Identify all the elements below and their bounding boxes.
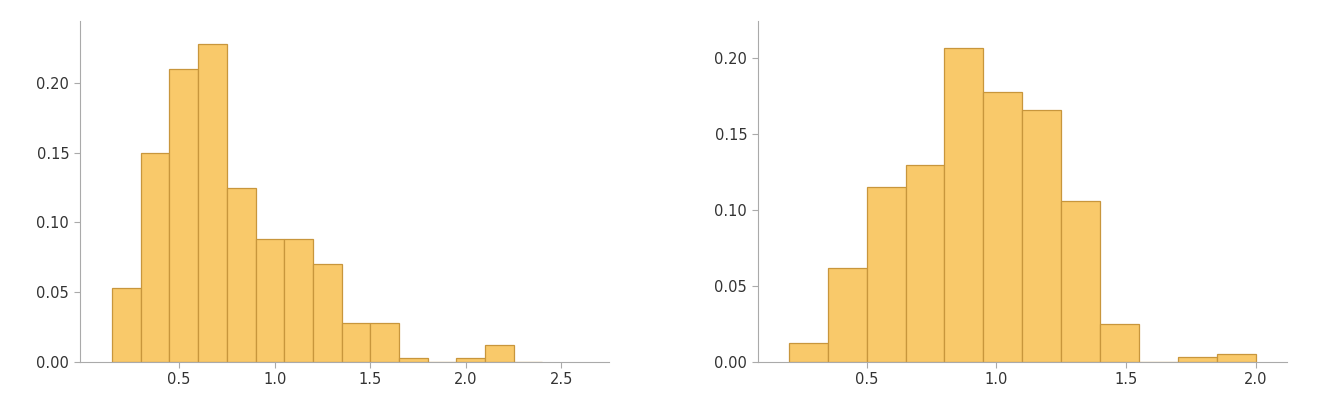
Bar [456, 358, 484, 362]
Bar [788, 344, 828, 362]
Bar [227, 188, 256, 362]
Bar [1100, 324, 1139, 362]
Bar [983, 92, 1022, 362]
Bar [341, 323, 370, 362]
Bar [945, 48, 983, 362]
Bar [111, 288, 141, 362]
Bar [370, 323, 399, 362]
Bar [399, 358, 427, 362]
Bar [141, 153, 170, 362]
Bar [1178, 357, 1217, 362]
Bar [1022, 110, 1062, 362]
Bar [170, 69, 198, 362]
Bar [256, 239, 284, 362]
Bar [484, 345, 514, 362]
Bar [1062, 201, 1100, 362]
Bar [828, 268, 867, 362]
Bar [867, 187, 905, 362]
Bar [284, 239, 313, 362]
Bar [905, 164, 945, 362]
Bar [1217, 354, 1257, 362]
Bar [198, 44, 227, 362]
Bar [313, 264, 341, 362]
